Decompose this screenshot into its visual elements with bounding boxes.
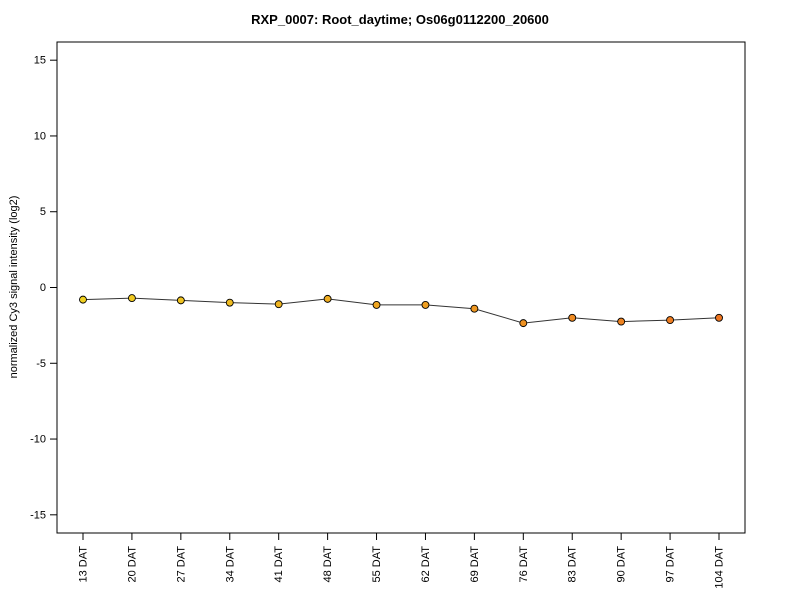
data-point: [421, 300, 430, 309]
data-point: [323, 294, 332, 303]
x-tick-label: 20 DAT: [126, 546, 138, 583]
y-tick-label: 5: [40, 206, 46, 218]
data-point: [372, 300, 381, 309]
data-point: [127, 294, 136, 303]
data-points: [79, 294, 723, 328]
data-point: [568, 313, 577, 322]
y-tick-label: 10: [34, 130, 46, 142]
data-point: [715, 313, 723, 322]
x-tick-label: 13 DAT: [78, 546, 90, 583]
chart-title: RXP_0007: Root_daytime; Os06g0112200_206…: [251, 12, 549, 27]
y-tick-label: -10: [30, 434, 46, 446]
y-tick-label: 0: [40, 282, 46, 294]
x-tick-label: 34 DAT: [224, 546, 236, 583]
x-tick-label: 27 DAT: [175, 546, 187, 583]
data-point: [519, 319, 528, 328]
data-line: [82, 297, 720, 324]
data-point: [225, 298, 234, 307]
data-point: [274, 300, 283, 309]
x-tick-label: 76 DAT: [518, 546, 530, 583]
x-tick-label: 104 DAT: [714, 546, 726, 589]
x-tick-label: 83 DAT: [567, 546, 579, 583]
x-axis: 13 DAT 20 DAT 27 DAT 34 DAT 41 DAT 48 DAT 55 D…: [78, 533, 726, 589]
y-tick-label: 15: [34, 55, 46, 67]
y-tick-label: -15: [30, 509, 46, 521]
x-tick-label: 48 DAT: [322, 546, 334, 583]
x-tick-label: 41 DAT: [273, 546, 285, 583]
x-tick-label: 90 DAT: [616, 546, 628, 583]
x-tick-label: 62 DAT: [420, 546, 432, 583]
data-point: [176, 296, 185, 305]
data-point: [79, 295, 87, 304]
x-tick-label: 97 DAT: [665, 546, 677, 583]
data-point: [470, 304, 479, 313]
plot-border: [56, 41, 746, 534]
y-tick-label: -5: [36, 358, 46, 370]
y-axis: -15 -10 -5 0 5 10 15: [30, 55, 57, 521]
x-tick-label: 55 DAT: [371, 546, 383, 583]
x-tick-label: 69 DAT: [469, 546, 481, 583]
data-point: [666, 316, 675, 325]
data-point: [617, 317, 626, 326]
